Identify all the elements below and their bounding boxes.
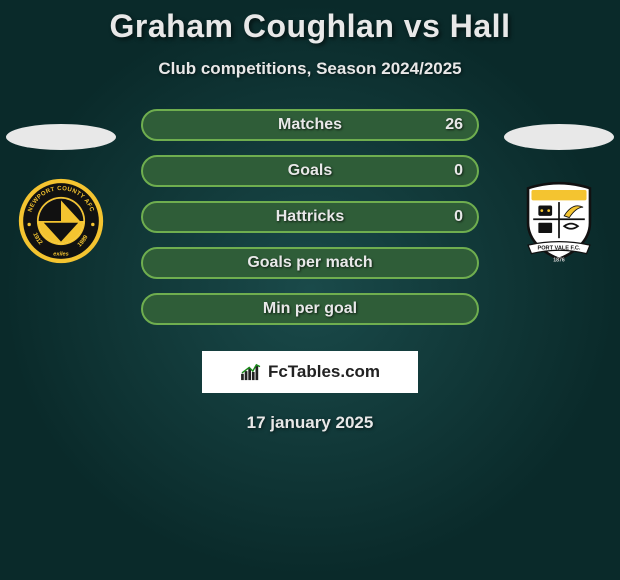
page-title: Graham Coughlan vs Hall: [0, 8, 620, 45]
svg-text:PORT VALE F.C.: PORT VALE F.C.: [538, 245, 581, 251]
svg-text:exiles: exiles: [53, 251, 69, 257]
crest-newport-county: NEWPORT COUNTY AFC 1912 1989 exiles: [18, 178, 104, 264]
stat-value: 0: [454, 162, 463, 180]
stat-row: Hattricks 0: [141, 201, 479, 233]
stat-label: Hattricks: [276, 208, 344, 226]
subtitle: Club competitions, Season 2024/2025: [0, 59, 620, 79]
stat-label: Min per goal: [263, 300, 357, 318]
player-photo-placeholder-left: [6, 124, 116, 150]
fctables-logo-text: FcTables.com: [268, 362, 380, 382]
bar-chart-icon: [240, 363, 262, 381]
stat-label: Goals: [288, 162, 332, 180]
page-date: 17 january 2025: [0, 413, 620, 433]
stat-row: Min per goal: [141, 293, 479, 325]
stat-value: 0: [454, 208, 463, 226]
fctables-logo: FcTables.com: [202, 351, 418, 393]
player-photo-placeholder-right: [504, 124, 614, 150]
stats-list: Matches 26 Goals 0 Hattricks 0 Goals per match…: [141, 109, 479, 325]
stat-row: Goals 0: [141, 155, 479, 187]
stat-row: Goals per match: [141, 247, 479, 279]
stat-row: Matches 26: [141, 109, 479, 141]
stat-label: Matches: [278, 116, 342, 134]
crest-port-vale: PORT VALE F.C. 1876: [516, 178, 602, 264]
svg-text:1876: 1876: [553, 257, 565, 263]
stat-label: Goals per match: [247, 254, 372, 272]
stat-value: 26: [445, 116, 463, 134]
